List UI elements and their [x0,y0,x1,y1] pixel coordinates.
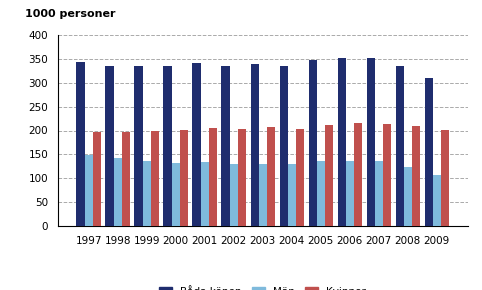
Bar [366,58,375,226]
Bar [425,78,433,226]
Bar [337,58,346,226]
Bar [77,62,84,226]
Bar [238,128,246,226]
Bar [259,164,267,226]
Bar [396,66,403,226]
Bar [251,64,259,226]
Text: 1000 personer: 1000 personer [25,10,116,19]
Bar [180,130,188,226]
Bar [354,123,362,226]
Bar [267,127,275,226]
Bar [222,66,229,226]
Bar [441,130,449,226]
Bar [346,161,354,226]
Bar [308,60,317,226]
Bar [143,161,151,226]
Bar [172,163,180,226]
Bar [375,161,383,226]
Bar [201,162,209,226]
Bar [93,133,101,226]
Bar [296,128,304,226]
Bar [151,131,159,226]
Bar [114,158,122,226]
Bar [106,66,114,226]
Bar [134,66,143,226]
Bar [383,124,391,226]
Bar [229,164,238,226]
Bar [122,133,130,226]
Bar [317,161,325,226]
Bar [288,164,296,226]
Legend: Båda könen, Män, Kvinnor: Båda könen, Män, Kvinnor [155,283,370,290]
Bar [163,66,172,226]
Bar [325,125,333,226]
Bar [84,155,93,226]
Bar [280,66,288,226]
Bar [433,175,441,226]
Bar [192,63,201,226]
Bar [412,126,420,226]
Bar [403,167,412,226]
Bar [209,128,217,226]
